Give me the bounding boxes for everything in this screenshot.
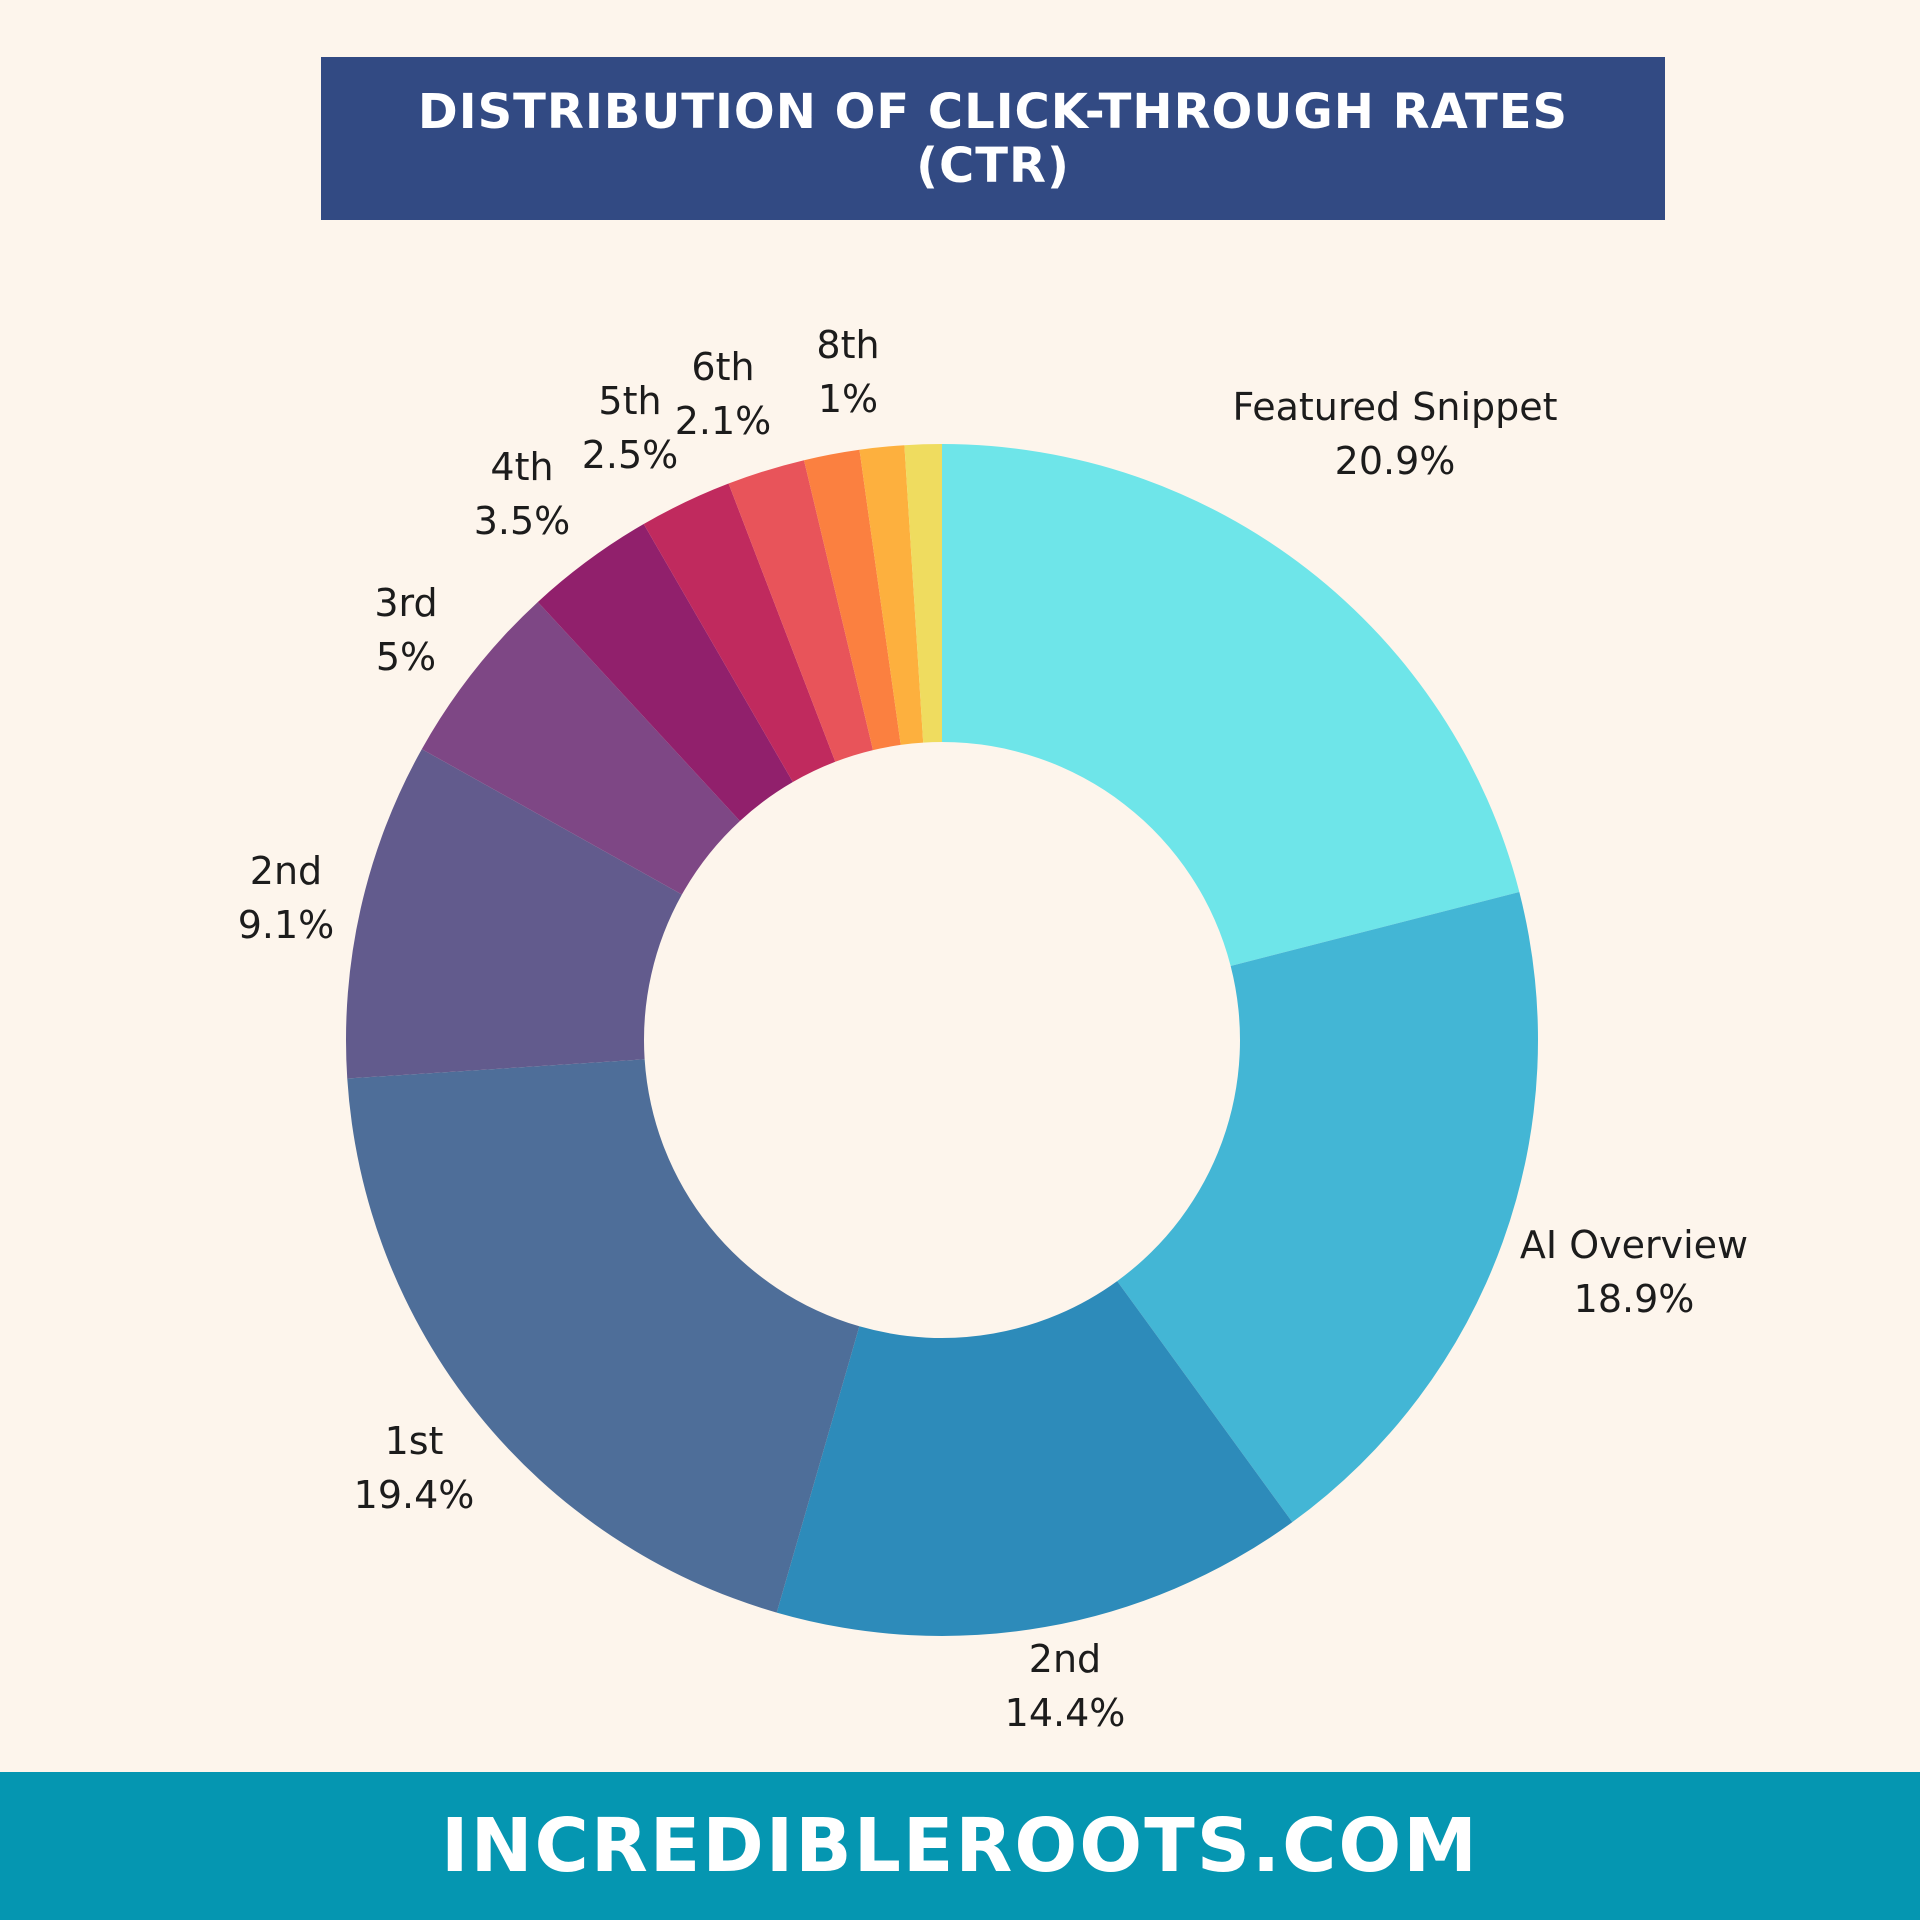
slice-value-label: 20.9% bbox=[1335, 439, 1456, 483]
donut-slice-8 bbox=[643, 483, 836, 783]
donut-slice-4 bbox=[347, 1059, 860, 1613]
slice-category-label: 8th bbox=[816, 323, 879, 367]
slice-value-label: 19.4% bbox=[354, 1473, 475, 1517]
slice-value-label: 5% bbox=[376, 635, 436, 679]
slice-value-label: 18.9% bbox=[1574, 1277, 1695, 1321]
chart-title: DISTRIBUTION OF CLICK-THROUGH RATES (CTR… bbox=[417, 83, 1569, 194]
donut-slice-1 bbox=[942, 444, 1520, 966]
slice-category-label: 2nd bbox=[250, 849, 322, 893]
footer-bar: INCREDIBLEROOTS.COM bbox=[0, 1772, 1920, 1920]
chart-labels: Featured Snippet 20.9% AI Overview 18.9% 2nd… bbox=[238, 323, 1748, 1735]
donut-chart: Featured Snippet 20.9% AI Overview 18.9% 2nd… bbox=[238, 323, 1748, 1735]
donut-slice-6 bbox=[421, 601, 740, 895]
donut-slice-7 bbox=[537, 524, 793, 821]
slice-category-label: AI Overview bbox=[1520, 1223, 1748, 1267]
donut-slice-2 bbox=[1117, 891, 1539, 1523]
chart-slices bbox=[346, 444, 1539, 1637]
slice-category-label: 5th bbox=[598, 379, 661, 423]
donut-slice-9 bbox=[728, 460, 874, 762]
slice-value-label: 2.5% bbox=[582, 433, 679, 477]
slice-category-label: 2nd bbox=[1029, 1637, 1101, 1681]
donut-slice-5 bbox=[346, 749, 682, 1079]
slice-value-label: 14.4% bbox=[1005, 1691, 1126, 1735]
footer-website: INCREDIBLEROOTS.COM bbox=[441, 1803, 1479, 1889]
slice-category-label: 6th bbox=[691, 345, 754, 389]
slice-value-label: 9.1% bbox=[238, 903, 335, 947]
donut-slice-12 bbox=[904, 444, 942, 743]
slice-value-label: 3.5% bbox=[474, 499, 571, 543]
slice-category-label: Featured Snippet bbox=[1232, 385, 1557, 429]
donut-slice-10 bbox=[804, 449, 901, 751]
slice-value-label: 2.1% bbox=[675, 399, 772, 443]
slice-category-label: 1st bbox=[385, 1419, 444, 1463]
slice-value-label: 1% bbox=[818, 377, 878, 421]
slice-category-label: 4th bbox=[490, 445, 553, 489]
slice-category-label: 3rd bbox=[374, 581, 437, 625]
chart-title-banner: DISTRIBUTION OF CLICK-THROUGH RATES (CTR… bbox=[321, 57, 1665, 220]
donut-slice-3 bbox=[776, 1281, 1293, 1637]
donut-slice-11 bbox=[859, 445, 924, 745]
